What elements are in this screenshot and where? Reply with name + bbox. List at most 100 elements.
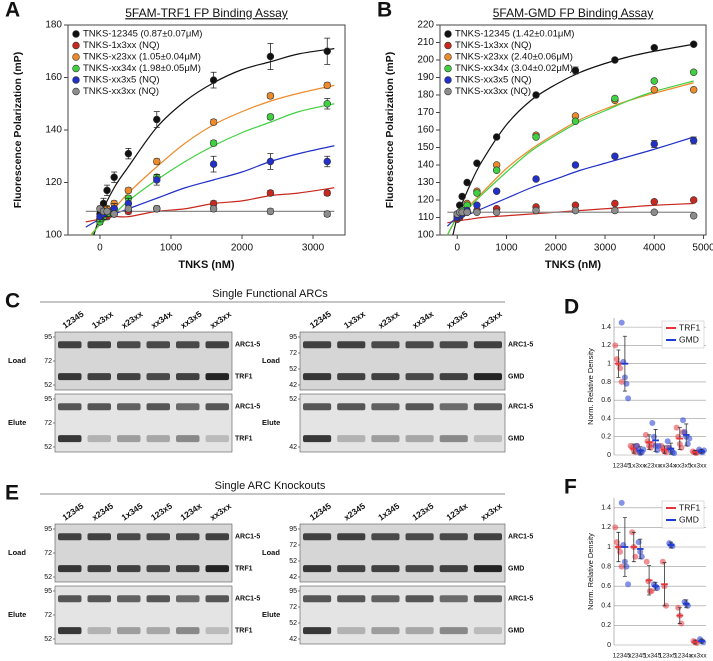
gel-band — [146, 403, 170, 411]
mw-marker: 72 — [289, 542, 297, 549]
data-point — [635, 539, 642, 546]
gel-band — [205, 403, 229, 411]
mw-marker: 72 — [44, 420, 52, 427]
data-point — [103, 207, 111, 216]
gel-band — [337, 533, 366, 541]
mw-marker: 72 — [289, 604, 297, 611]
y-tick-label: 100 — [417, 230, 434, 241]
fit-curve — [93, 48, 335, 235]
band-label: ARC1-5 — [235, 534, 260, 541]
data-point — [671, 450, 678, 457]
gel-band — [117, 595, 141, 603]
x-tick-label: 1000 — [495, 243, 518, 254]
data-point — [209, 76, 218, 84]
y-tick-label: 1.2 — [601, 524, 611, 531]
y-tick-label: 150 — [417, 142, 434, 153]
gel-band — [473, 435, 502, 443]
data-point — [689, 136, 698, 145]
mw-marker: 72 — [44, 550, 52, 557]
gel-band — [117, 403, 141, 411]
data-point — [611, 199, 619, 208]
gel-band — [205, 341, 229, 349]
data-point — [323, 47, 331, 55]
gel-band — [439, 403, 468, 411]
panel-letter: F — [564, 476, 577, 499]
section-label: Load — [262, 356, 280, 365]
x-tick-label: 1x3xx — [629, 463, 647, 470]
x-axis-label: TNKS (nM) — [545, 259, 602, 271]
y-tick-label: 1 — [607, 544, 611, 551]
mw-marker: 52 — [44, 382, 52, 389]
gel-band — [146, 341, 170, 349]
data-point — [103, 186, 111, 195]
y-tick-label: 160 — [45, 72, 62, 83]
data-point — [648, 588, 655, 595]
legend-marker — [444, 87, 452, 96]
gel-band — [58, 435, 82, 443]
data-point — [492, 187, 501, 195]
lane-label: xx34x — [410, 309, 435, 331]
section-label: Elute — [8, 418, 26, 427]
gel-band — [473, 341, 502, 349]
data-point — [492, 133, 501, 141]
x-tick-label: 2000 — [545, 243, 568, 254]
gel-band — [117, 565, 141, 573]
data-point — [124, 186, 133, 195]
y-tick-label: 0.6 — [601, 397, 611, 404]
mw-marker: 95 — [289, 588, 297, 595]
gel-band — [303, 435, 332, 443]
gel-band — [146, 533, 170, 541]
x-tick-label: xx3xx — [690, 653, 707, 660]
data-point — [640, 446, 647, 453]
chart-title: 5FAM-GMD FP Binding Assay — [493, 6, 654, 20]
lane-label: xx3xx — [208, 309, 233, 331]
data-point — [153, 205, 161, 213]
gel-band — [405, 565, 434, 573]
gel-band — [405, 341, 434, 349]
gel-band — [117, 627, 141, 635]
data-point — [153, 176, 161, 184]
data-point — [571, 117, 580, 125]
gel-band — [371, 403, 400, 411]
band-label: ARC1-5 — [235, 404, 260, 411]
band-label: GMD — [508, 566, 524, 573]
y-tick-label: 190 — [417, 72, 434, 83]
data-point — [99, 199, 108, 208]
gel-band — [87, 627, 111, 635]
mw-marker: 42 — [289, 636, 297, 643]
lane-label: 1234x — [444, 501, 469, 523]
fit-curve — [452, 43, 694, 235]
legend-label: TNKS-12345 (1.42±0.01μM) — [455, 29, 574, 40]
y-tick-label: 1.4 — [601, 505, 611, 512]
lane-label: x2345 — [342, 501, 367, 523]
panel-letter: C — [5, 290, 20, 313]
y-tick-label: 0.2 — [601, 622, 611, 629]
gel-band — [405, 435, 434, 443]
gel-image — [54, 523, 233, 583]
x-tick-label: x2345 — [628, 653, 646, 660]
band-label: ARC1-5 — [235, 596, 260, 603]
lane-label: 1x3xx — [90, 309, 115, 331]
gel-band — [371, 565, 400, 573]
mw-marker: 42 — [289, 444, 297, 451]
y-axis-label: Norm. Relative Density — [586, 348, 595, 425]
gel-band — [58, 565, 82, 573]
gel-band — [371, 627, 400, 635]
data-point — [680, 417, 687, 424]
data-point — [266, 52, 275, 61]
mw-marker: 42 — [289, 574, 297, 581]
data-point — [650, 198, 658, 206]
gel-band — [303, 373, 332, 381]
gel-band — [439, 533, 468, 541]
gel-title: Single Functional ARCs — [212, 288, 328, 300]
gel-band — [405, 533, 434, 541]
gel-band — [176, 403, 200, 411]
data-point — [700, 639, 707, 646]
band-label: ARC1-5 — [508, 404, 533, 411]
band-label: TRF1 — [235, 436, 253, 443]
legend-label: TNKS-xx3xx (NQ) — [455, 86, 531, 97]
band-label: ARC1-5 — [508, 342, 533, 349]
data-point — [642, 431, 649, 438]
y-tick-label: 120 — [417, 195, 434, 206]
